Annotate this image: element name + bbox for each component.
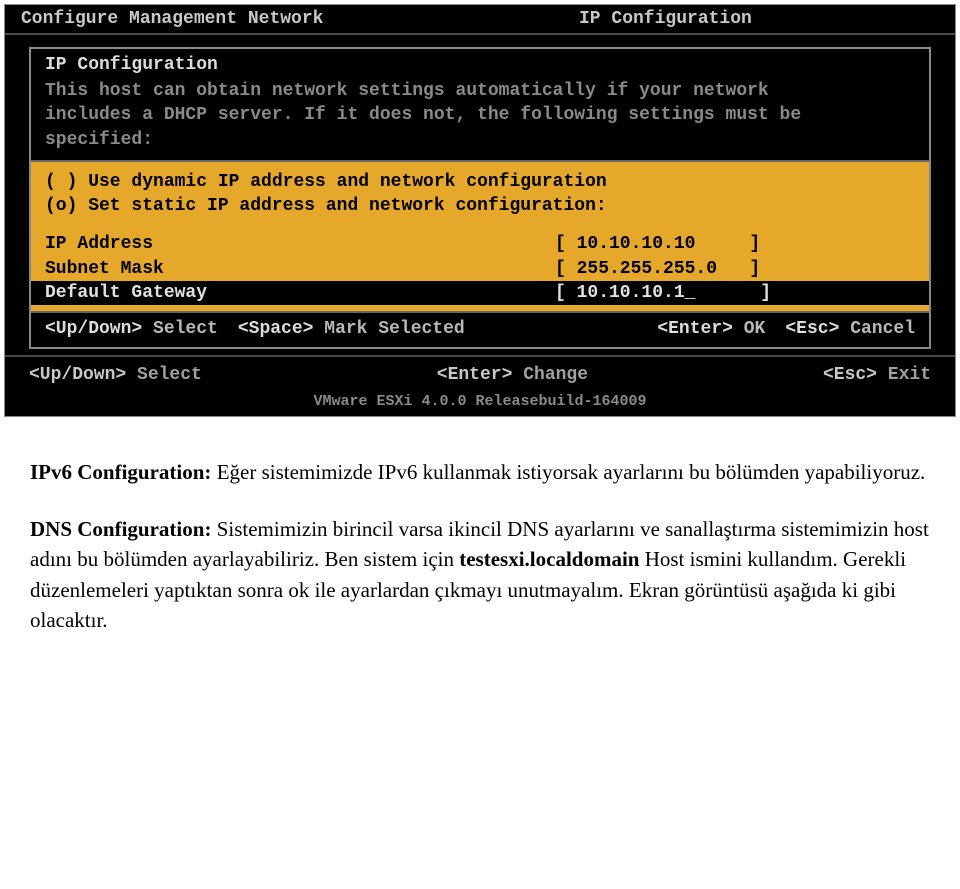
ip-address-label: IP Address	[45, 232, 555, 256]
desc-line: This host can obtain network settings au…	[45, 79, 915, 103]
console-header: Configure Management Network IP Configur…	[5, 5, 955, 31]
ip-address-row[interactable]: IP Address [ 10.10.10.10 ]	[45, 232, 915, 256]
desc-line: specified:	[45, 128, 915, 152]
header-title-right: IP Configuration	[579, 9, 939, 29]
desc-line: includes a DHCP server. If it does not, …	[45, 103, 915, 127]
option-static-ip[interactable]: (o) Set static IP address and network co…	[45, 194, 915, 218]
heading-ipv6: IPv6 Configuration:	[30, 460, 211, 484]
paragraph-dns: DNS Configuration: Sistemimizin birincil…	[30, 514, 930, 636]
key-action: Select	[153, 319, 218, 339]
key-action: Exit	[888, 365, 931, 385]
dialog-description: This host can obtain network settings au…	[31, 79, 929, 160]
key-hint: <Up/Down>	[45, 319, 142, 339]
key-hint: <Space>	[238, 319, 314, 339]
heading-dns: DNS Configuration:	[30, 517, 211, 541]
subnet-mask-value[interactable]: [ 255.255.255.0 ]	[555, 257, 915, 281]
dialog-title: IP Configuration	[31, 49, 929, 79]
key-hint: <Up/Down>	[29, 365, 126, 385]
ip-config-dialog: IP Configuration This host can obtain ne…	[29, 47, 931, 349]
default-gateway-value[interactable]: [ 10.10.10.1_ ]	[555, 281, 915, 305]
key-hint: <Enter>	[437, 365, 513, 385]
default-gateway-label: Default Gateway	[45, 281, 555, 305]
esxi-console: Configure Management Network IP Configur…	[4, 4, 956, 417]
subnet-mask-row[interactable]: Subnet Mask [ 255.255.255.0 ]	[45, 257, 915, 281]
subnet-mask-label: Subnet Mask	[45, 257, 555, 281]
article-body: IPv6 Configuration: Eğer sistemimizde IP…	[30, 457, 930, 635]
console-footer-hints: <Up/Down> Select <Enter> Change <Esc> Ex…	[5, 359, 955, 389]
key-hint: <Esc>	[823, 365, 877, 385]
key-hint: <Esc>	[785, 319, 839, 339]
hostname-example: testesxi.localdomain	[459, 547, 639, 571]
paragraph-ipv6: IPv6 Configuration: Eğer sistemimizde IP…	[30, 457, 930, 487]
default-gateway-row[interactable]: Default Gateway [ 10.10.10.1_ ]	[31, 281, 929, 305]
divider	[5, 33, 955, 35]
divider	[5, 355, 955, 357]
version-text: VMware ESXi 4.0.0 Releasebuild-164009	[5, 389, 955, 410]
spacer	[45, 218, 915, 232]
key-hint: <Enter>	[657, 319, 733, 339]
text: Eğer sistemimizde IPv6 kullanmak istiyor…	[211, 460, 925, 484]
key-action: Mark Selected	[324, 319, 464, 339]
options-block: ( ) Use dynamic IP address and network c…	[31, 162, 929, 311]
dialog-key-hints: <Up/Down> Select <Space> Mark Selected <…	[31, 313, 929, 347]
ip-address-value[interactable]: [ 10.10.10.10 ]	[555, 232, 915, 256]
key-action: Cancel	[850, 319, 915, 339]
key-action: OK	[744, 319, 766, 339]
key-action: Select	[137, 365, 202, 385]
option-dynamic-ip[interactable]: ( ) Use dynamic IP address and network c…	[45, 170, 915, 194]
header-title-left: Configure Management Network	[21, 9, 579, 29]
key-action: Change	[523, 365, 588, 385]
